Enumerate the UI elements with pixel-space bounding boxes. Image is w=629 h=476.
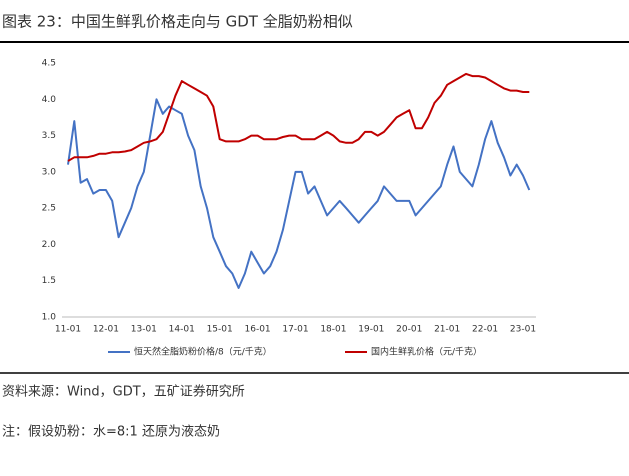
x-tick-label: 18-01 xyxy=(320,325,346,335)
x-tick-label: 22-01 xyxy=(472,325,498,335)
source: 资料来源：Wind，GDT，五矿证券研究所 xyxy=(2,384,245,400)
x-tick-label: 23-01 xyxy=(510,325,536,335)
y-tick-label: 4.0 xyxy=(42,95,57,105)
x-tick-label: 15-01 xyxy=(207,325,233,335)
x-tick-label: 21-01 xyxy=(434,325,460,335)
y-tick-label: 2.5 xyxy=(42,204,56,214)
y-tick-label: 1.0 xyxy=(42,313,57,323)
x-tick-label: 12-01 xyxy=(93,325,119,335)
y-tick-label: 1.5 xyxy=(42,276,56,286)
y-tick-label: 4.5 xyxy=(42,59,56,69)
legend-label: 国内生鲜乳价格（元/千克） xyxy=(371,346,482,358)
x-tick-label: 14-01 xyxy=(169,325,195,335)
x-tick-label: 19-01 xyxy=(358,325,384,335)
chart-title: 图表 23：中国生鲜乳价格走向与 GDT 全脂奶粉相似 xyxy=(2,13,353,31)
x-tick-label: 13-01 xyxy=(131,325,157,335)
x-tick-label: 11-01 xyxy=(55,325,81,335)
series-line xyxy=(67,72,530,162)
x-tick-label: 17-01 xyxy=(282,325,308,335)
note: 注：假设奶粉：水=8:1 还原为液态奶 xyxy=(2,425,220,440)
y-tick-label: 2.0 xyxy=(42,240,57,250)
y-tick-label: 3.0 xyxy=(42,167,57,177)
legend-label: 恒天然全脂奶粉价格/8（元/千克） xyxy=(134,346,272,358)
x-tick-label: 20-01 xyxy=(396,325,422,335)
x-tick-label: 16-01 xyxy=(245,325,271,335)
y-tick-label: 3.5 xyxy=(42,131,56,141)
series-line xyxy=(67,98,531,289)
